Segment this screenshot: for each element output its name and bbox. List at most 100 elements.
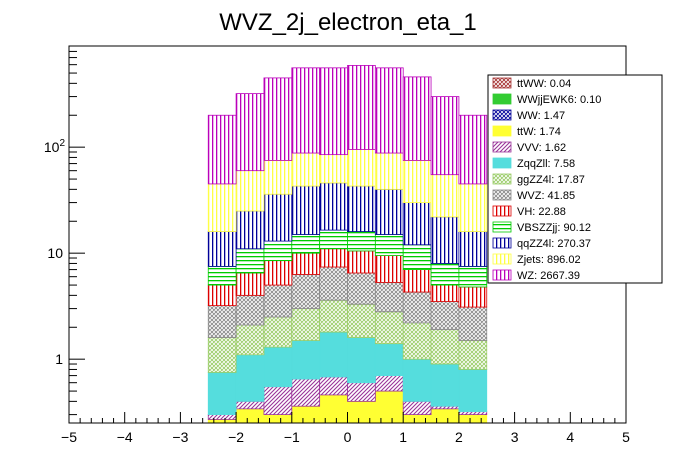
bar-ttw-bin-0: [207, 419, 237, 424]
bar-wvz-bin-5: [347, 272, 376, 305]
bar-wz-bin-2: [263, 77, 293, 161]
legend-item-zqqzll: ZqqZll: 7.58: [492, 157, 575, 170]
x-tick-label: −5: [61, 429, 77, 445]
legend-label: WWjjEWK6: 0.10: [517, 94, 601, 106]
bar-zjets-bin-9: [458, 183, 488, 232]
legend-swatch: [492, 221, 512, 233]
bar-wvz-bin-4: [319, 266, 348, 301]
bar-ggzz4l-bin-0: [207, 337, 237, 373]
bar-vh-bin-8: [430, 284, 460, 302]
legend-swatch: [492, 237, 512, 249]
legend-swatch: [492, 189, 512, 201]
bar-wz-bin-8: [430, 96, 460, 176]
x-tick-label: −2: [228, 429, 244, 445]
bar-vbszzjj-bin-7: [402, 244, 432, 270]
legend-swatch: [492, 269, 512, 281]
bar-zqqzll-bin-5: [347, 337, 376, 384]
legend-swatch: [492, 77, 512, 89]
bar-vvv-bin-9: [458, 411, 488, 416]
bar-vh-bin-2: [263, 260, 293, 286]
series-wvz: [207, 266, 488, 341]
x-tick-label: −4: [117, 429, 133, 445]
y-tick-label: 10: [47, 245, 63, 261]
bar-wz-bin-6: [374, 67, 404, 154]
bar-wvz-bin-7: [402, 291, 432, 324]
bar-zqqzll-bin-8: [430, 363, 460, 407]
legend-label: ggZZ4l: 17.87: [517, 174, 585, 186]
bar-ttw-bin-9: [458, 414, 488, 424]
y-tick-label: 1: [55, 351, 63, 367]
x-tick-label: −1: [284, 429, 300, 445]
bar-zqqzll-bin-0: [207, 372, 237, 416]
bar-vbszzjj-bin-3: [291, 234, 321, 254]
legend-box: [487, 74, 663, 284]
bar-zqqzll-bin-7: [402, 358, 432, 402]
bar-zqqzll-bin-2: [263, 346, 293, 388]
x-tick-label: 3: [511, 429, 519, 445]
legend-swatch: [492, 173, 512, 185]
bar-wz-bin-3: [291, 67, 321, 154]
bar-ggzz4l-bin-4: [319, 299, 348, 333]
bar-vbszzjj-bin-9: [458, 266, 488, 288]
bar-wz-bin-9: [458, 114, 488, 185]
legend-label: VVV: 1.62: [517, 142, 566, 154]
y-tick-label: 102: [44, 138, 66, 155]
legend-item-wz: WZ: 2667.39: [492, 269, 580, 282]
x-tick-label: 0: [344, 429, 352, 445]
bar-wvz-bin-2: [263, 284, 293, 318]
bar-zjets-bin-1: [235, 170, 265, 212]
legend-item-zjets: Zjets: 896.02: [492, 253, 581, 266]
bar-qqzz4l-bin-0: [207, 231, 237, 267]
legend-item-wwjjewk6: WWjjEWK6: 0.10: [492, 93, 601, 106]
bar-wvz-bin-1: [235, 294, 265, 326]
bar-wvz-bin-3: [291, 274, 321, 309]
bar-vvv-bin-3: [291, 378, 321, 407]
bar-vbszzjj-bin-6: [374, 234, 404, 256]
legend-label: ttW: 1.74: [517, 126, 561, 138]
bar-qqzz4l-bin-2: [263, 193, 293, 242]
bar-vbszzjj-bin-4: [319, 229, 348, 250]
bar-wvz-bin-8: [430, 301, 460, 331]
bar-wz-bin-0: [207, 114, 237, 185]
bar-ttw-bin-4: [319, 394, 348, 424]
chart-title: WVZ_2j_electron_eta_1: [219, 9, 476, 36]
bar-vvv-bin-0: [207, 414, 237, 420]
bar-vvv-bin-2: [263, 386, 293, 416]
bar-vvv-bin-6: [374, 375, 404, 392]
series-zqqzll: [207, 331, 488, 416]
bar-ttw-bin-3: [291, 405, 321, 424]
legend-item-vvv: VVV: 1.62: [492, 141, 566, 154]
bar-zjets-bin-5: [347, 149, 376, 187]
bar-wvz-bin-9: [458, 306, 488, 341]
legend-label: ttWW: 0.04: [517, 78, 571, 90]
bar-vvv-bin-5: [347, 382, 376, 402]
bar-zjets-bin-7: [402, 160, 432, 203]
series-vbszzjj: [207, 229, 488, 288]
bar-qqzz4l-bin-6: [374, 188, 404, 235]
series-ttw: [207, 390, 488, 424]
bar-qqzz4l-bin-4: [319, 182, 348, 231]
legend-swatch: [492, 141, 512, 153]
bar-zqqzll-bin-1: [235, 354, 265, 402]
x-tick-label: −3: [172, 429, 188, 445]
bar-qqzz4l-bin-1: [235, 210, 265, 250]
bar-wz-bin-4: [319, 67, 348, 156]
legend-item-ttw: ttW: 1.74: [492, 125, 561, 138]
bar-ggzz4l-bin-5: [347, 303, 376, 338]
x-tick-label: 1: [399, 429, 407, 445]
bar-vh-bin-7: [402, 269, 432, 293]
legend-item-ttww: ttWW: 0.04: [492, 77, 571, 90]
bar-vvv-bin-7: [402, 400, 432, 416]
legend-swatch: [492, 157, 512, 169]
x-tick-label: 5: [622, 429, 630, 445]
bar-vbszzjj-bin-2: [263, 240, 293, 262]
bar-zjets-bin-2: [263, 160, 293, 195]
bar-zjets-bin-0: [207, 183, 237, 232]
bar-zjets-bin-6: [374, 152, 404, 190]
bar-zqqzll-bin-6: [374, 343, 404, 376]
bar-vbszzjj-bin-5: [347, 231, 376, 252]
legend-label: WZ: 2667.39: [517, 270, 580, 282]
bar-zjets-bin-4: [319, 154, 348, 184]
legend-label: VBSZZjj: 90.12: [517, 222, 591, 234]
